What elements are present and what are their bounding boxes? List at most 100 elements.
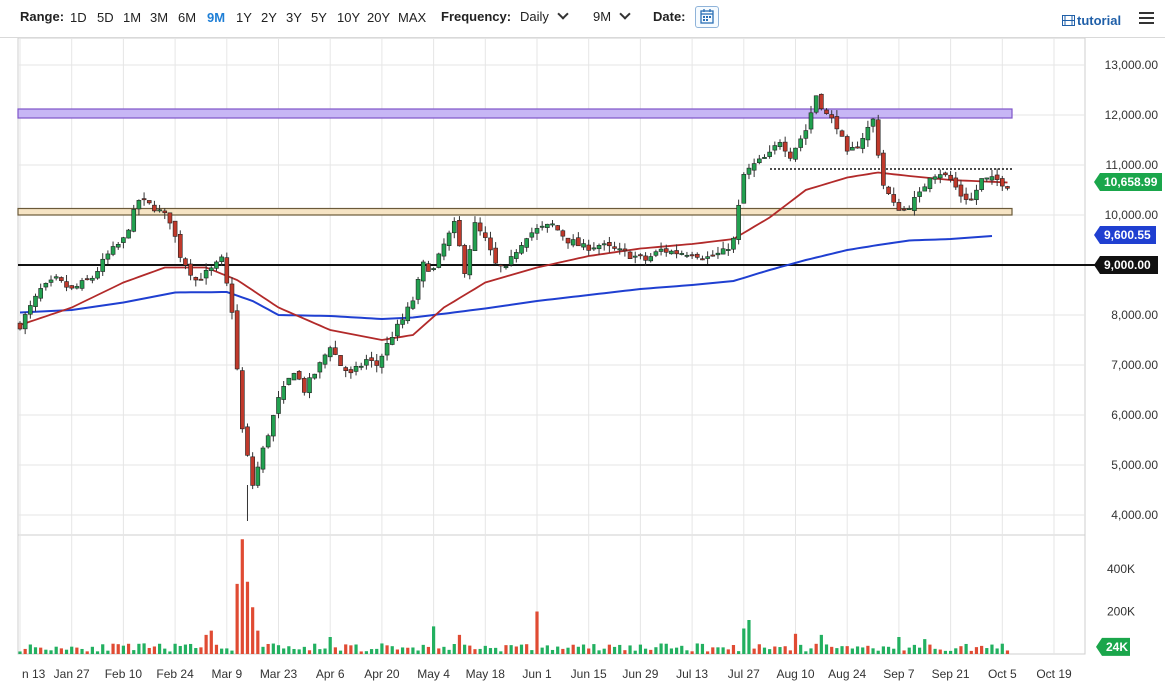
candle: [725, 249, 731, 251]
candle: [17, 322, 23, 330]
volume-bar: [85, 651, 89, 654]
volume-bar: [783, 646, 787, 654]
range-button-max[interactable]: MAX: [398, 10, 427, 25]
range-button-3y[interactable]: 3Y: [286, 10, 302, 25]
volume-bar: [649, 649, 653, 654]
volume-bar: [225, 648, 229, 654]
volume-bar: [855, 646, 860, 654]
x-tick-label: n 13: [22, 667, 46, 681]
candle: [121, 237, 126, 243]
candle: [472, 222, 478, 251]
candle: [100, 258, 106, 272]
candle: [581, 243, 586, 248]
candle: [674, 250, 679, 255]
candle: [240, 370, 245, 430]
volume-bar: [261, 646, 265, 654]
candle: [741, 174, 747, 204]
candle: [539, 225, 545, 228]
sma50-line: [19, 171, 1008, 341]
candle: [436, 253, 442, 268]
frequency-select[interactable]: Daily: [520, 8, 569, 24]
candle: [260, 447, 266, 470]
period-select[interactable]: 9M: [593, 8, 631, 24]
candle: [446, 232, 452, 246]
volume-bar: [318, 649, 322, 654]
period-value: 9M: [593, 9, 612, 24]
candle: [999, 178, 1005, 187]
range-button-9m[interactable]: 9M: [207, 10, 226, 25]
candle: [198, 278, 204, 281]
candle: [612, 246, 617, 249]
volume-bar: [1005, 650, 1010, 654]
candle: [881, 152, 886, 186]
candle: [870, 118, 876, 127]
candle: [265, 435, 271, 448]
volume-bar: [380, 643, 384, 654]
range-button-3m[interactable]: 3M: [150, 10, 169, 25]
candle: [48, 279, 54, 283]
volume-bar: [969, 650, 973, 654]
y-tick-label: 6,000.00: [1111, 408, 1158, 422]
volume-bar: [985, 648, 989, 654]
volume-bar: [757, 644, 761, 654]
range-button-1d[interactable]: 1D: [70, 10, 87, 25]
candle: [617, 248, 623, 251]
y-tick-label: 13,000.00: [1105, 58, 1159, 72]
volume-bar: [1000, 643, 1004, 654]
range-button-10y[interactable]: 10Y: [337, 10, 361, 25]
volume-bar: [209, 630, 213, 654]
range-button-5d[interactable]: 5D: [97, 10, 114, 25]
candle: [338, 355, 343, 366]
range-button-1m[interactable]: 1M: [123, 10, 142, 25]
volume-bar: [840, 646, 844, 654]
frequency-label: Frequency:: [441, 9, 512, 24]
volume-bar: [592, 644, 596, 654]
volume-bar: [266, 643, 270, 654]
volume-bar: [111, 643, 115, 654]
volume-bar: [447, 649, 451, 654]
candle: [203, 269, 209, 279]
volume-bar: [90, 646, 94, 654]
volume-bar: [881, 646, 885, 654]
candle: [798, 138, 803, 148]
volume-bar: [147, 647, 151, 654]
candle: [493, 247, 498, 264]
volume-pane: [17, 534, 1086, 655]
volume-bar: [276, 645, 281, 654]
volume-bar: [581, 644, 586, 654]
candle: [477, 222, 483, 232]
range-button-1y[interactable]: 1Y: [236, 10, 252, 25]
candle: [379, 355, 385, 368]
candle: [819, 93, 824, 110]
volume-bar: [530, 650, 534, 654]
candle: [689, 254, 695, 257]
candle: [643, 255, 648, 261]
candle: [384, 343, 390, 356]
price-chart[interactable]: n 13 Jan 27 Feb 10 Feb 24 Mar 9 Mar 23 Apr 6 Ap…: [0, 38, 1165, 692]
volume-bar: [628, 645, 632, 654]
range-button-2y[interactable]: 2Y: [261, 10, 277, 25]
volume-bar: [240, 539, 244, 654]
calendar-button[interactable]: [695, 6, 719, 28]
candle: [963, 193, 969, 200]
volume-bar: [933, 648, 937, 654]
volume-bar: [731, 645, 736, 654]
range-button-6m[interactable]: 6M: [178, 10, 197, 25]
volume-bar: [809, 648, 813, 654]
range-button-5y[interactable]: 5Y: [311, 10, 327, 25]
candle: [545, 223, 550, 228]
volume-bar: [251, 607, 255, 654]
range-button-20y[interactable]: 20Y: [367, 10, 391, 25]
x-tick-label: Jun 1: [522, 667, 552, 681]
candle: [33, 295, 38, 307]
volume-bar: [33, 647, 38, 654]
candle: [441, 243, 447, 257]
sma200-value-label: 9,600.55: [1104, 228, 1151, 242]
x-tick-label: Oct 5: [988, 667, 1017, 681]
hamburger-menu-icon[interactable]: [1139, 12, 1154, 24]
tutorial-link[interactable]: tutorial: [1062, 13, 1121, 28]
volume-bar: [669, 648, 674, 654]
candle: [467, 249, 473, 276]
volume-bar: [483, 645, 487, 654]
volume-bar: [106, 650, 110, 654]
